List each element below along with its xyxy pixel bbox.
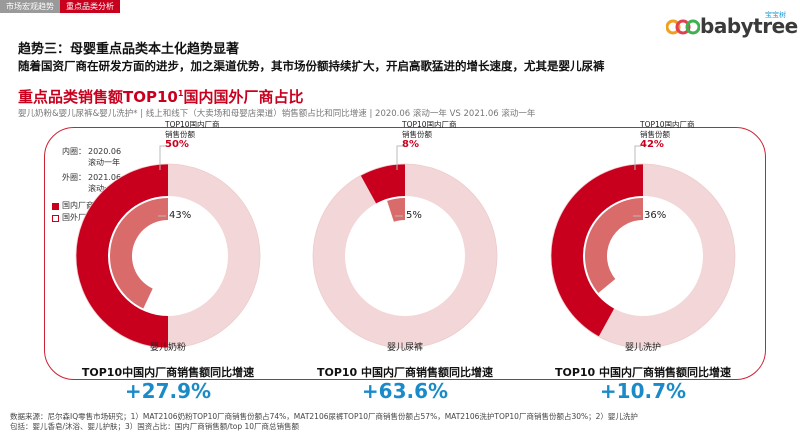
category-label: 婴儿洗护	[625, 343, 662, 353]
legend-domestic-label: 国内厂商	[62, 201, 94, 210]
outer-ring-foreign-1	[313, 164, 497, 348]
trend-title: 趋势三：母婴重点品类本土化趋势显著	[18, 42, 240, 57]
callout-0: TOP10国内厂商 销售份额 50%	[165, 120, 220, 151]
outer-ring-domestic-2	[551, 164, 643, 337]
outer-domestic-pct-label: 50%	[165, 139, 189, 150]
legend-domestic-swatch	[52, 202, 59, 210]
footnote: 数据来源：尼尔森IQ零售市场研究；1）MAT2106奶粉TOP10厂商销售份额占…	[10, 412, 638, 432]
inner-domestic-pct-label: 36%	[644, 210, 667, 221]
inner-ring-suffix: 滚动一年	[88, 158, 120, 167]
babytree-logo: babytree 宝宝树	[666, 11, 798, 42]
outer-ring-suffix: 滚动一年	[88, 184, 120, 193]
legend-periods: 内圈： 2020.06 滚动一年 外圈： 2021.06 滚动一年	[62, 146, 121, 194]
footnote-line-1: 数据来源：尼尔森IQ零售市场研究；1）MAT2106奶粉TOP10厂商销售份额占…	[10, 412, 638, 421]
callout-line-2	[634, 145, 641, 170]
legend-foreign-label: 国外厂商	[62, 213, 94, 222]
top-tabs: 市场宏观趋势 重点品类分析	[0, 0, 120, 13]
inner-ring-label: 内圈：	[62, 147, 86, 156]
callout-line-0	[159, 145, 166, 170]
section-title-rest: 国内国外厂商占比	[183, 88, 304, 106]
trend-description: 随着国资厂商在研发方面的进步，加之渠道优势，其市场份额持续扩大，开启高歌猛进的增…	[18, 59, 605, 73]
legend-foreign-swatch	[52, 214, 59, 222]
inner-ring-domestic-2	[585, 198, 643, 293]
outer-ring-domestic-0	[75, 164, 168, 348]
growth-title: TOP10中国内厂商销售额同比增速	[81, 366, 255, 379]
callout-label-line-0: TOP10国内厂商	[165, 120, 220, 129]
inner-ring-foreign-1	[346, 197, 464, 315]
category-label: 婴儿奶粉	[150, 343, 187, 353]
callout-label-line-0: TOP10国内厂商	[640, 120, 695, 129]
inner-ring-domestic-0	[110, 198, 168, 309]
logo-text: babytree	[700, 14, 798, 38]
section-title: 重点品类销售额TOP101国内国外厂商占比	[18, 86, 303, 107]
tab-category-analysis[interactable]: 重点品类分析	[60, 0, 120, 13]
callout-label-line-1: 销售份额	[402, 129, 432, 139]
outer-domestic-pct-label: 8%	[402, 139, 419, 150]
callout-label-line-1: 销售份额	[165, 129, 195, 139]
outer-ring-outline-1	[312, 163, 498, 349]
logo-small-text: 宝宝树	[765, 11, 786, 19]
callout-1: TOP10国内厂商 销售份额 8%	[402, 120, 457, 151]
outer-ring-outline-2	[550, 163, 736, 349]
section-title-sup: 1	[177, 89, 184, 98]
callout-2: TOP10国内厂商 销售份额 42%	[640, 120, 695, 151]
outer-ring-period: 2021.06	[88, 173, 122, 182]
outer-domestic-pct-label: 42%	[640, 139, 664, 150]
inner-domestic-pct-label: 5%	[406, 210, 422, 221]
callout-label-line-0: TOP10国内厂商	[402, 120, 457, 129]
growth-title: TOP10 中国内厂商销售额同比增速	[554, 366, 732, 379]
legend-foreign: 国外厂商	[52, 212, 94, 224]
legend-domestic: 国内厂商	[52, 200, 94, 212]
callout-label-line-1: 销售份额	[640, 129, 670, 139]
inner-ring-period: 2020.06	[88, 147, 122, 156]
growth-value: +10.7%	[599, 379, 687, 403]
growth-title: TOP10 中国内厂商销售额同比增速	[316, 366, 494, 379]
babytree-logo-mark-icon	[666, 19, 700, 35]
legend: 国内厂商 国外厂商	[52, 200, 94, 224]
inner-domestic-pct-label: 43%	[169, 210, 192, 221]
growth-value: +63.6%	[361, 379, 449, 403]
outer-ring-outline-0	[75, 163, 261, 349]
category-label: 婴儿尿裤	[387, 343, 424, 353]
charts-panel	[44, 127, 766, 380]
callout-line-1	[396, 145, 403, 170]
section-title-main: 重点品类销售额TOP10	[18, 88, 178, 106]
outer-ring-label: 外圈：	[62, 173, 86, 182]
growth-value: +27.9%	[124, 379, 212, 403]
footnote-line-2: 包括：婴儿香皂/沐浴、婴儿护肤；3）国资占比：国内厂商销售额/top 10厂商总…	[10, 422, 300, 431]
outer-ring-domestic-1	[360, 164, 405, 204]
section-subtitle: 婴儿奶粉&婴儿尿裤&婴儿洗护* | 线上和线下（大卖场和母婴店渠道）销售额占比和…	[18, 109, 536, 119]
tab-market-trend[interactable]: 市场宏观趋势	[0, 0, 60, 13]
